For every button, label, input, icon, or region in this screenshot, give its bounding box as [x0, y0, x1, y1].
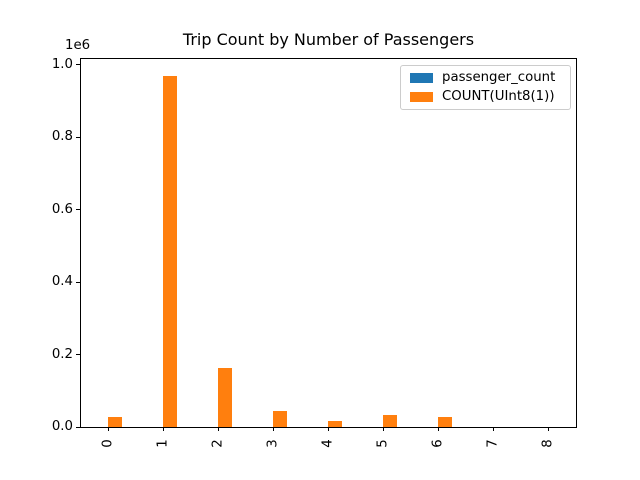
- x-tick-mark: [492, 427, 494, 431]
- x-tick-mark: [547, 427, 549, 431]
- x-tick-label: 1: [155, 439, 171, 448]
- bar-COUNT(UInt8(1))-4: [328, 420, 343, 427]
- axes: 0.0 0.2 0.4 0.6 0.8 1.0 0 1 2 3 4 5 6 7 8: [52, 57, 577, 448]
- y-tick-mark: [76, 209, 80, 211]
- bar-COUNT(UInt8(1))-0: [108, 417, 123, 427]
- y-tick-label: 0.4: [51, 274, 73, 290]
- bar-COUNT(UInt8(1))-1: [163, 76, 178, 427]
- legend-swatch-orange-icon: [410, 92, 433, 102]
- legend-entry-count: COUNT(UInt8(1)): [410, 90, 562, 104]
- y-tick-label: 1.0: [51, 56, 73, 72]
- x-tick-label: 5: [375, 439, 391, 448]
- chart-title: Trip Count by Number of Passengers: [182, 30, 475, 49]
- plot-area: 0.0 0.2 0.4 0.6 0.8 1.0 0 1 2 3 4 5 6 7 8: [52, 57, 576, 448]
- x-tick-mark: [327, 427, 329, 431]
- x-tick-mark: [272, 427, 274, 431]
- x-tick-label: 3: [265, 439, 281, 448]
- x-tick-label: 0: [100, 439, 116, 448]
- y-tick-label: 0.2: [51, 346, 73, 362]
- y-tick-mark: [76, 136, 80, 138]
- x-tick-label: 8: [540, 439, 556, 448]
- legend-swatch-blue-icon: [410, 73, 433, 83]
- bar-COUNT(UInt8(1))-2: [218, 367, 233, 427]
- bar-COUNT(UInt8(1))-3: [273, 410, 288, 427]
- y-tick-mark: [76, 354, 80, 356]
- x-tick-mark: [217, 427, 219, 431]
- legend-entry-passenger-count: passenger_count: [410, 71, 562, 85]
- x-tick-label: 6: [430, 439, 446, 448]
- bar-COUNT(UInt8(1))-5: [383, 415, 398, 427]
- x-tick-label: 4: [320, 439, 336, 448]
- legend-label: COUNT(UInt8(1)): [442, 89, 555, 104]
- x-tick-label: 7: [485, 439, 501, 448]
- y-tick-mark: [76, 64, 80, 66]
- x-tick-mark: [107, 427, 109, 431]
- bar-COUNT(UInt8(1))-6: [438, 417, 453, 427]
- x-tick-mark: [437, 427, 439, 431]
- y-tick-mark: [76, 281, 80, 283]
- x-tick-label: 2: [210, 439, 226, 448]
- legend: passenger_count COUNT(UInt8(1)): [400, 65, 571, 110]
- y-tick-mark: [76, 426, 80, 428]
- y-tick-label: 0.8: [51, 129, 73, 145]
- legend-label: passenger_count: [442, 70, 556, 85]
- y-tick-label: 0.0: [51, 419, 73, 434]
- y-tick-label: 0.6: [51, 201, 73, 217]
- y-axis-offset-label: 1e6: [65, 38, 91, 53]
- x-tick-mark: [162, 427, 164, 431]
- x-tick-mark: [382, 427, 384, 431]
